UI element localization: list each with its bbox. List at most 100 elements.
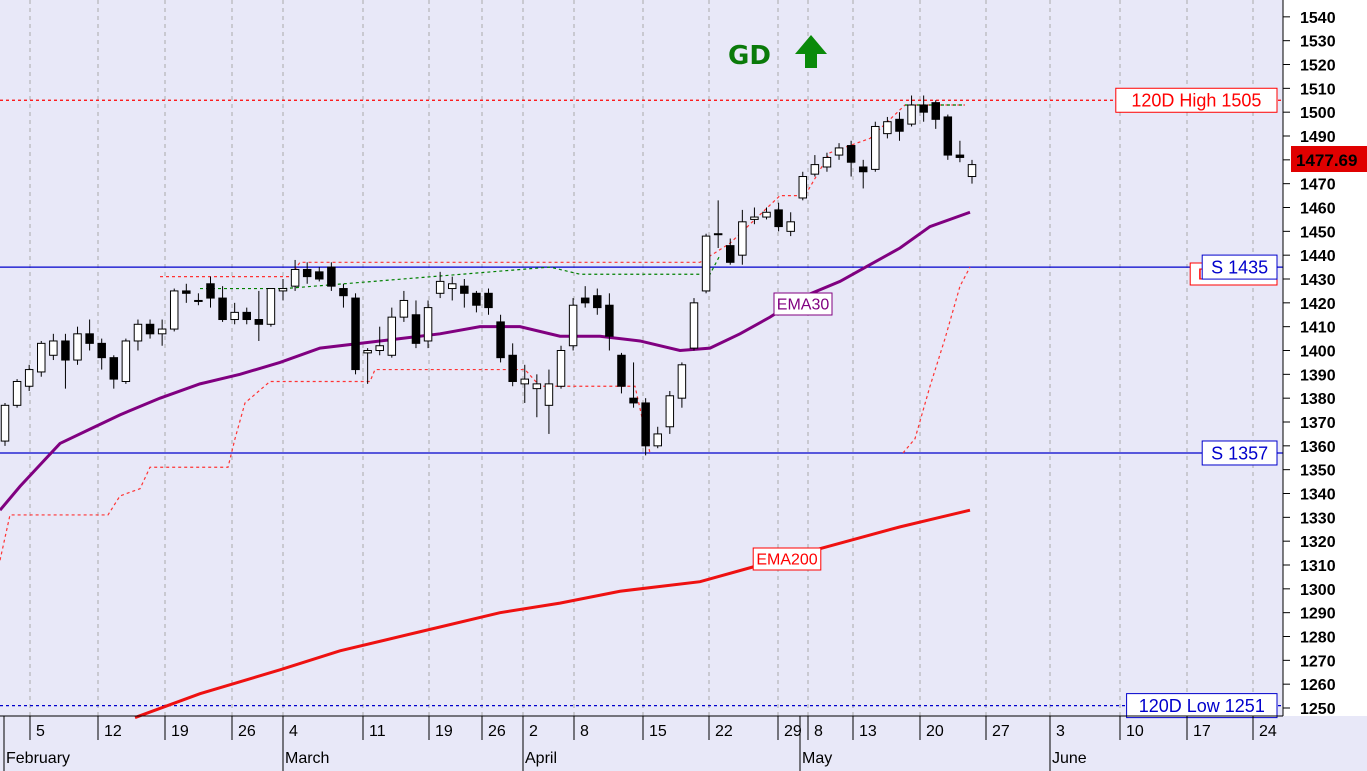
candle-body — [738, 221, 747, 256]
candle-body — [315, 271, 324, 280]
candle-body — [858, 166, 868, 173]
x-axis-panel — [0, 716, 1367, 771]
candle-body — [701, 235, 711, 292]
last-price-badge: 1477.69 — [1291, 146, 1367, 172]
series-label-box — [752, 547, 822, 571]
series-label: EMA30 — [777, 297, 830, 314]
candle-body — [278, 288, 288, 292]
x-tick-label: 2 — [529, 723, 538, 740]
month-label: March — [285, 750, 329, 767]
plot-background — [0, 0, 1283, 716]
candle-body — [520, 378, 530, 385]
y-tick-label: 1260 — [1300, 677, 1336, 694]
candle-body — [447, 283, 457, 290]
up-arrow-icon — [795, 35, 827, 68]
y-tick-label: 1450 — [1300, 224, 1336, 241]
candle-body — [955, 154, 965, 158]
y-tick-label: 1490 — [1300, 129, 1336, 146]
y-tick-label: 1330 — [1300, 510, 1336, 527]
drl-stop-line — [0, 368, 651, 561]
level-label-box — [1201, 254, 1278, 280]
candlesticks — [0, 95, 977, 456]
y-tick-label: 1390 — [1300, 367, 1336, 384]
candle-body — [774, 209, 783, 228]
candle-body — [544, 383, 554, 406]
candle-body — [85, 333, 94, 344]
x-tick-label: 4 — [289, 723, 298, 740]
y-tick-label: 1320 — [1300, 534, 1336, 551]
y-tick-label: 1270 — [1300, 653, 1336, 670]
y-tick-label: 1530 — [1300, 34, 1336, 51]
y-tick-label: 1440 — [1300, 248, 1336, 265]
candle-body — [895, 118, 904, 132]
y-tick-label: 1300 — [1300, 582, 1336, 599]
x-tick-label: 26 — [238, 723, 256, 740]
candle-body — [121, 340, 131, 382]
month-label: June — [1052, 750, 1087, 767]
x-tick-label: 12 — [104, 723, 122, 740]
y-tick-label: 1500 — [1300, 105, 1336, 122]
candle-body — [580, 297, 590, 304]
candle-body — [605, 304, 614, 337]
candle-body — [411, 314, 421, 344]
candle-body — [786, 221, 795, 232]
month-label: May — [802, 750, 832, 767]
candle-body — [617, 354, 626, 387]
candle-body — [194, 299, 203, 302]
level-lines — [0, 99, 1283, 707]
x-axis: 5 12 19 26 4 11 19 26 2 8 15 22 29 8 13 20 27 3 10 17 24 Febr… — [3, 716, 1277, 771]
candle-body — [0, 404, 10, 442]
level-label-box — [1126, 693, 1278, 719]
x-tick-label: 15 — [649, 723, 667, 740]
candle-body — [931, 102, 940, 120]
candle-body — [133, 323, 143, 342]
y-tick-label: 1400 — [1300, 344, 1336, 361]
candle-body — [641, 402, 650, 447]
candle-body — [73, 333, 82, 361]
candle-body — [762, 211, 771, 218]
candle-body — [460, 285, 469, 294]
y-tick-label: 1290 — [1300, 606, 1336, 623]
y-tick-label: 1340 — [1300, 487, 1336, 504]
candle-body — [339, 288, 348, 297]
candle-body — [750, 216, 759, 220]
x-tick-label: 26 — [488, 723, 506, 740]
candle-body — [230, 311, 239, 321]
x-tick-label: 10 — [1126, 723, 1144, 740]
candle-body — [157, 328, 167, 335]
candle-body — [532, 383, 542, 390]
series-label: EMA200 — [756, 552, 817, 569]
candle-body — [689, 302, 699, 349]
candle-body — [61, 340, 70, 361]
candle-body — [593, 295, 602, 309]
month-label: April — [525, 750, 557, 767]
y-tick-label: 1430 — [1300, 272, 1336, 289]
candle-body — [399, 299, 409, 318]
x-tick-label: 17 — [1193, 723, 1211, 740]
y-tick-label: 1280 — [1300, 630, 1336, 647]
chart-title: GD — [728, 41, 771, 71]
candle-body — [907, 104, 916, 125]
candle-body — [254, 319, 264, 325]
ema200-line — [134, 508, 971, 719]
y-tick-label: 1310 — [1300, 558, 1336, 575]
y-axis: 1250 1260 1270 1280 1290 1300 1310 1320 1330 1340… — [1283, 10, 1336, 718]
candle-body — [351, 297, 360, 371]
y-tick-label: 1380 — [1300, 391, 1336, 408]
candle-body — [846, 145, 856, 163]
candle-body — [629, 397, 638, 404]
y-tick-label: 1410 — [1300, 320, 1336, 337]
candle-body — [423, 307, 433, 342]
level-label: 120D Low 1251 — [1139, 696, 1265, 716]
candle-body — [363, 350, 372, 354]
level-label: S 1357 — [1211, 443, 1268, 463]
candle-body — [665, 395, 675, 428]
level-labels: 120D High 1505 S 1435 S 1357 120D Low 1251 — [1115, 87, 1278, 719]
y-tick-label: 1470 — [1300, 177, 1336, 194]
y-tick-label: 1350 — [1300, 463, 1336, 480]
candle-body — [943, 116, 953, 156]
candle-body — [169, 290, 179, 330]
candle-body — [496, 321, 505, 359]
level-label-box — [1201, 440, 1278, 466]
